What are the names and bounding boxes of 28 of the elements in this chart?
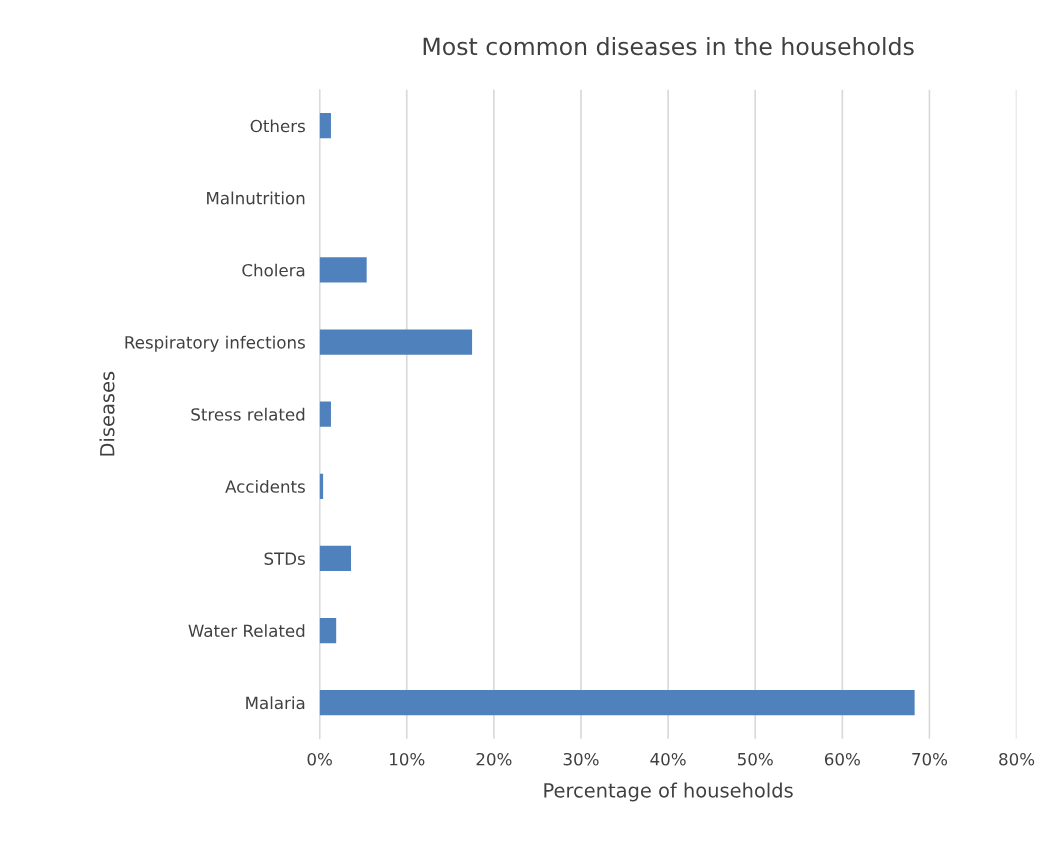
x-tick-label: 70% [912,752,948,766]
bar [319,401,331,427]
bar [319,690,915,716]
bar [319,617,337,644]
y-tick-label: Respiratory infections [125,335,305,352]
y-axis-title: Diseases [99,371,115,456]
y-tick-label: Accidents [225,479,305,493]
y-tick-label: Water Related [188,624,305,638]
y-tick-label: Malaria [246,696,305,710]
x-tick-label: 0% [307,752,332,766]
x-tick-label: 40% [650,752,686,766]
bar [319,329,473,355]
y-tick-label: Cholera [242,263,305,277]
bar [319,257,367,283]
x-axis-title: Percentage of households [544,782,793,802]
y-tick-label: Malnutrition [207,191,305,205]
x-tick-label: 30% [563,752,599,766]
x-tick-label: 60% [824,752,860,766]
x-tick-label: 50% [737,752,773,766]
chart-title: Most common diseases in the households [423,37,914,56]
y-tick-label: STDs [264,552,305,565]
bar [319,545,351,572]
x-tick-label: 80% [999,752,1035,766]
y-tick-label: Stress related [191,407,305,421]
y-tick-label: Others [250,119,305,133]
x-tick-label: 10% [390,752,425,766]
bar [319,113,331,139]
x-tick-label: 20% [476,752,512,766]
